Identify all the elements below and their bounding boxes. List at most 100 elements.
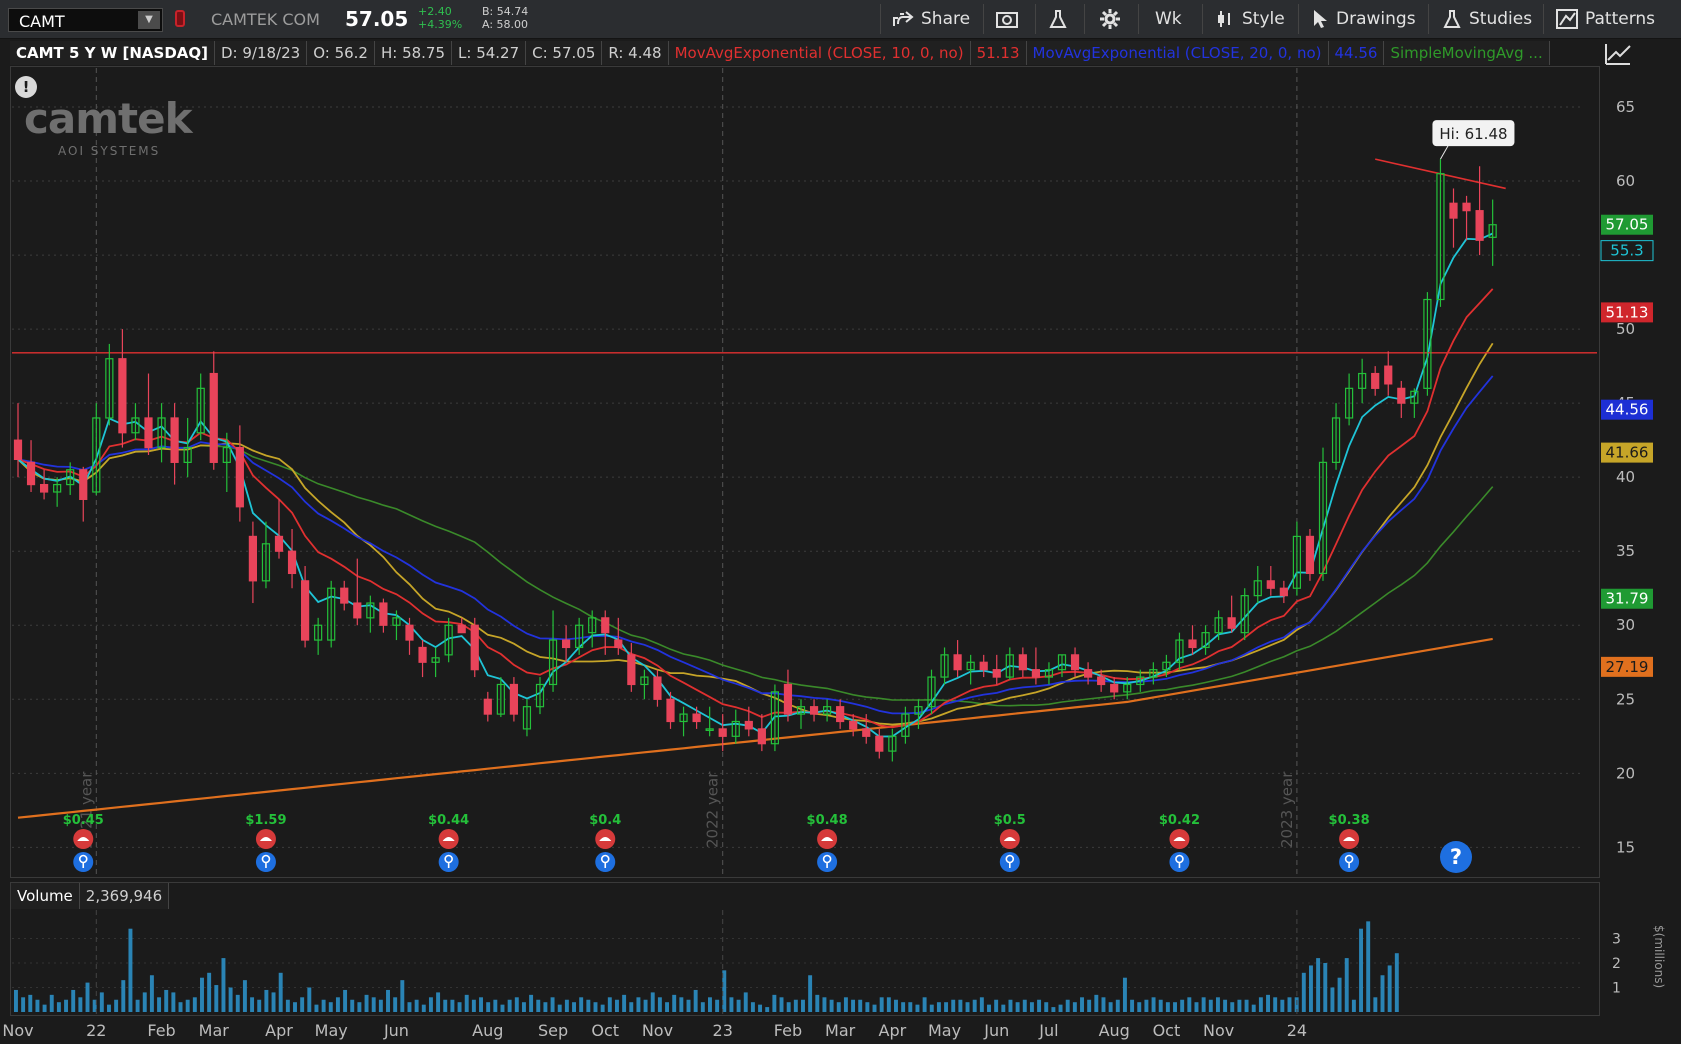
bid-value: B: 54.74	[482, 5, 529, 18]
candle-body	[1397, 387, 1406, 404]
company-name: CAMTEK COM	[211, 10, 320, 29]
volume-bar	[593, 1002, 598, 1012]
volume-bar	[178, 1002, 183, 1012]
volume-bar	[285, 999, 290, 1012]
price-axis-tag	[1601, 214, 1653, 235]
style-button[interactable]: Style	[1215, 6, 1285, 32]
volume-bar	[71, 989, 76, 1012]
candle-body	[301, 580, 310, 641]
candle-body	[1097, 676, 1106, 686]
candle-body	[1384, 365, 1393, 385]
toolbar-separator	[1428, 4, 1429, 34]
change-value: +2.40	[418, 5, 452, 18]
phone-icon	[442, 837, 455, 841]
volume-bar	[1201, 997, 1206, 1012]
x-tick-label: Sep	[538, 1021, 568, 1040]
drawings-button[interactable]: Drawings	[1311, 6, 1416, 32]
price-axis-tag	[1601, 302, 1653, 323]
volume-bar	[693, 989, 698, 1012]
symbol-input[interactable]: CAMT ▼	[8, 8, 163, 32]
candle-body	[509, 683, 518, 715]
volume-bar	[1366, 921, 1371, 1012]
price-axis-tag	[1601, 656, 1653, 677]
ma-cyan-line	[17, 232, 1494, 738]
volume-bar	[457, 1002, 462, 1012]
help-icon[interactable]: ?	[1440, 841, 1472, 873]
candle-body	[1371, 372, 1380, 389]
share-button[interactable]: Share	[892, 6, 970, 32]
candle-body	[1305, 535, 1315, 575]
price-tick-label: 20	[1616, 764, 1635, 782]
drawing-tool-icon[interactable]	[1604, 42, 1632, 70]
alert-icon[interactable]: !	[15, 76, 37, 98]
symbol-dropdown-icon[interactable]: ▼	[138, 11, 160, 29]
x-tick-label: Oct	[591, 1021, 619, 1040]
volume-bar	[1051, 1007, 1056, 1012]
price-panel[interactable]	[10, 66, 1600, 878]
volume-bar	[1373, 997, 1378, 1012]
lab-button[interactable]	[1048, 6, 1068, 32]
volume-bar	[121, 980, 126, 1012]
volume-bar	[1130, 999, 1135, 1012]
candle-body	[575, 624, 584, 649]
volume-bar	[944, 1002, 949, 1012]
candle-body	[92, 417, 101, 493]
volume-bar	[765, 1007, 770, 1012]
volume-bar	[607, 997, 612, 1012]
volume-bar	[35, 999, 40, 1012]
price-tick-label: 50	[1616, 320, 1635, 338]
candle-body	[1083, 669, 1093, 678]
link-group-icon[interactable]	[175, 10, 185, 27]
studies-button[interactable]: Studies	[1442, 6, 1532, 32]
volume-bar	[1359, 928, 1364, 1012]
chart-title[interactable]: CAMT 5 Y W [NASDAQ]	[10, 41, 215, 65]
x-tick-label: Jun	[983, 1021, 1009, 1040]
volume-bar	[1151, 997, 1156, 1012]
volume-bar	[1266, 994, 1270, 1012]
logo-word: camtek	[24, 94, 192, 143]
bulb-icon	[600, 854, 610, 864]
candle-body	[1031, 669, 1041, 678]
candle-body	[770, 691, 780, 745]
interval-button[interactable]: Wk	[1155, 6, 1182, 32]
candle-body	[535, 683, 545, 708]
volume-bar	[507, 999, 512, 1012]
volume-bar	[636, 997, 641, 1012]
volume-info: Volume 2,369,946	[11, 883, 170, 909]
volume-bar	[650, 992, 655, 1012]
volume-bar	[271, 992, 276, 1012]
dividend-label: $0.44	[428, 813, 469, 828]
volume-value: 2,369,946	[79, 883, 170, 909]
study-sma-label[interactable]: SimpleMovingAvg ...	[1384, 41, 1550, 65]
settings-button[interactable]	[1100, 6, 1120, 32]
volume-bar	[414, 999, 419, 1012]
volume-bar	[471, 999, 476, 1012]
snapshot-button[interactable]	[996, 6, 1018, 32]
volume-bar	[1387, 965, 1392, 1012]
candle-body	[1188, 639, 1197, 649]
bid-ask: B: 54.74 A: 58.00	[482, 5, 528, 31]
symbol-value: CAMT	[19, 12, 65, 31]
candle-body	[927, 676, 936, 708]
volume-bar	[614, 999, 619, 1012]
candle-body	[1449, 202, 1458, 219]
hi-callout-pointer	[1440, 144, 1463, 160]
candle-body	[353, 602, 362, 619]
volume-bar	[450, 999, 455, 1012]
candle-body	[209, 372, 218, 463]
bulb-icon	[78, 854, 88, 864]
study-ema10-label[interactable]: MovAvgExponential (CLOSE, 10, 0, no)	[668, 41, 971, 65]
x-tick-label: Feb	[147, 1021, 175, 1040]
price-change: +2.40 +4.39%	[418, 5, 462, 31]
volume-bar	[85, 982, 90, 1012]
candle-body	[783, 683, 793, 715]
volume-bar	[672, 994, 677, 1012]
volume-bar	[1029, 1002, 1034, 1012]
volume-bar	[1022, 999, 1027, 1012]
candle-body	[340, 587, 349, 604]
candle-body	[105, 358, 114, 419]
candle-body	[692, 713, 701, 723]
study-ema20-label[interactable]: MovAvgExponential (CLOSE, 20, 0, no)	[1026, 41, 1329, 65]
volume-bar	[421, 1004, 426, 1012]
patterns-button[interactable]: Patterns	[1556, 6, 1655, 32]
